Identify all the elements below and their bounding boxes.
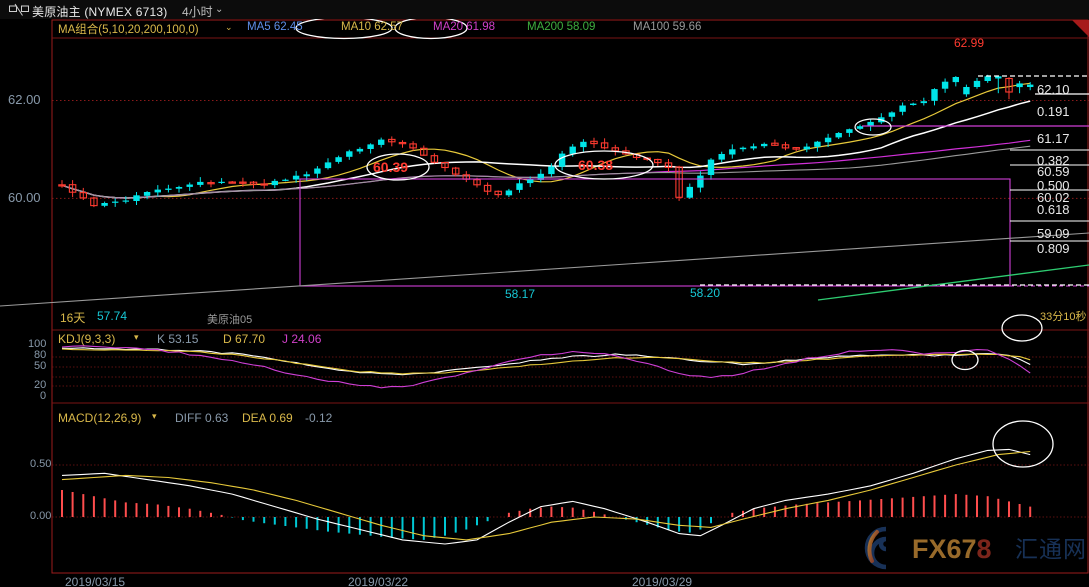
svg-text:汇通网: 汇通网: [1015, 536, 1087, 562]
svg-text:FX678: FX678: [912, 534, 992, 564]
